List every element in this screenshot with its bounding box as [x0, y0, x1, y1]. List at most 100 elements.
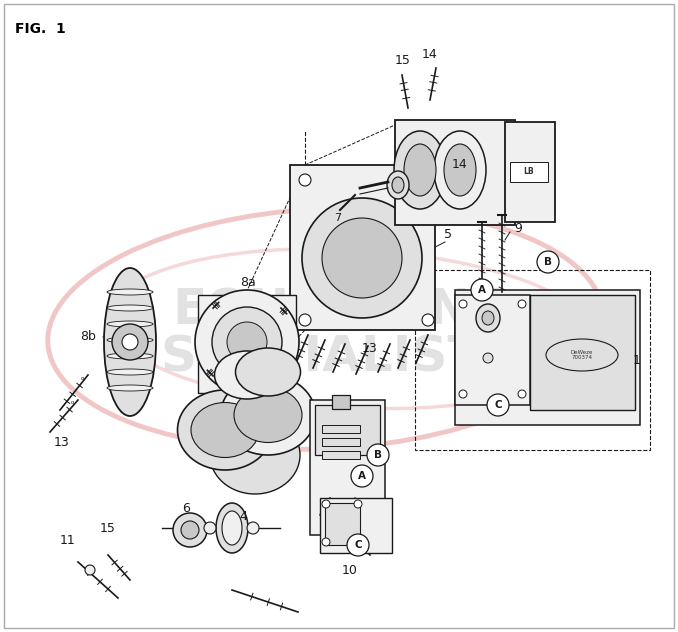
Ellipse shape	[394, 131, 446, 209]
Bar	[320, 498, 392, 553]
Circle shape	[518, 390, 526, 398]
Circle shape	[487, 394, 509, 416]
Ellipse shape	[546, 339, 618, 371]
Ellipse shape	[178, 390, 273, 470]
Circle shape	[322, 218, 402, 298]
Text: 4: 4	[239, 511, 247, 523]
Ellipse shape	[476, 304, 500, 332]
Bar	[310, 400, 385, 535]
Text: 15: 15	[100, 521, 116, 535]
Circle shape	[459, 300, 467, 308]
Circle shape	[299, 314, 311, 326]
Ellipse shape	[204, 522, 216, 534]
Text: B: B	[374, 450, 382, 460]
Bar	[322, 425, 360, 433]
Circle shape	[471, 279, 493, 301]
Ellipse shape	[104, 268, 156, 416]
Circle shape	[347, 534, 369, 556]
Circle shape	[122, 334, 138, 350]
Bar	[415, 270, 650, 450]
Text: A: A	[478, 285, 486, 295]
Ellipse shape	[392, 177, 404, 193]
Bar	[505, 122, 555, 222]
Circle shape	[302, 198, 422, 318]
Bar	[198, 295, 296, 393]
Ellipse shape	[181, 521, 199, 539]
Text: o: o	[71, 399, 74, 404]
Circle shape	[195, 290, 299, 394]
Ellipse shape	[444, 144, 476, 196]
Text: DeWeze
700374: DeWeze 700374	[571, 349, 593, 360]
Ellipse shape	[247, 522, 259, 534]
Text: 8b: 8b	[80, 331, 96, 344]
Bar	[395, 120, 515, 225]
Text: 8a: 8a	[240, 276, 256, 288]
Text: B: B	[544, 257, 552, 267]
Text: 13: 13	[362, 341, 378, 355]
Ellipse shape	[404, 144, 436, 196]
Circle shape	[537, 251, 559, 273]
Text: 11: 11	[60, 533, 76, 547]
Bar	[325, 503, 360, 545]
Ellipse shape	[234, 387, 302, 442]
Ellipse shape	[107, 305, 153, 311]
Bar	[455, 295, 530, 405]
Ellipse shape	[482, 311, 494, 325]
Text: EQUIPMENT: EQUIPMENT	[173, 286, 505, 334]
Text: C: C	[354, 540, 362, 550]
Text: A: A	[358, 471, 366, 481]
Ellipse shape	[220, 375, 315, 455]
Ellipse shape	[107, 385, 153, 391]
Circle shape	[354, 538, 362, 546]
Ellipse shape	[107, 337, 153, 343]
Circle shape	[227, 322, 267, 362]
Circle shape	[518, 300, 526, 308]
Text: 6: 6	[182, 502, 190, 514]
Circle shape	[351, 465, 373, 487]
Circle shape	[112, 324, 148, 360]
Text: 10: 10	[342, 564, 358, 576]
Text: 13: 13	[54, 437, 70, 449]
Circle shape	[422, 314, 434, 326]
Text: 14: 14	[452, 159, 468, 171]
Bar	[510, 162, 548, 182]
Ellipse shape	[434, 131, 486, 209]
Bar	[530, 295, 635, 410]
Bar	[322, 451, 360, 459]
Text: 14: 14	[422, 49, 438, 61]
Ellipse shape	[107, 321, 153, 327]
Text: 1: 1	[633, 353, 641, 367]
Circle shape	[367, 444, 389, 466]
Bar	[290, 165, 435, 330]
Ellipse shape	[214, 351, 279, 399]
Circle shape	[422, 174, 434, 186]
Ellipse shape	[222, 511, 242, 545]
Text: SPECIALISTS: SPECIALISTS	[160, 333, 518, 381]
Text: FIG.  1: FIG. 1	[15, 22, 66, 36]
Ellipse shape	[216, 503, 248, 553]
Text: o: o	[80, 375, 83, 380]
Circle shape	[212, 307, 282, 377]
Circle shape	[299, 174, 311, 186]
Text: 7: 7	[334, 213, 342, 223]
Ellipse shape	[173, 513, 207, 547]
Circle shape	[322, 538, 330, 546]
Ellipse shape	[107, 289, 153, 295]
Circle shape	[354, 500, 362, 508]
Bar	[332, 395, 350, 409]
Text: 15: 15	[395, 54, 411, 66]
Circle shape	[483, 353, 493, 363]
Ellipse shape	[235, 348, 300, 396]
Ellipse shape	[191, 403, 259, 458]
Ellipse shape	[210, 416, 300, 494]
Text: 9: 9	[514, 221, 522, 234]
Ellipse shape	[387, 171, 409, 199]
Circle shape	[459, 390, 467, 398]
Text: 5: 5	[444, 229, 452, 241]
Bar	[322, 438, 360, 446]
Circle shape	[322, 500, 330, 508]
Bar	[455, 290, 640, 425]
Circle shape	[85, 565, 95, 575]
Ellipse shape	[107, 369, 153, 375]
Text: LB: LB	[523, 167, 534, 176]
